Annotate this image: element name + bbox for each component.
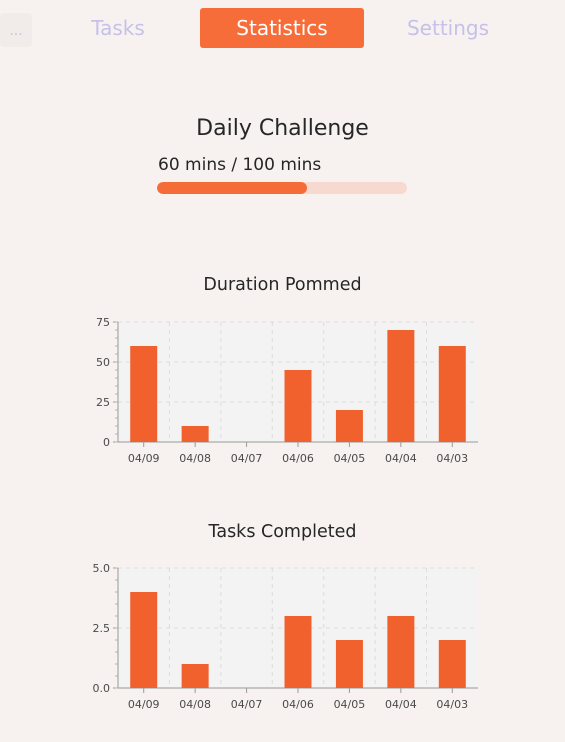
tab-tasks[interactable]: Tasks — [91, 16, 145, 40]
duration-chart-bar — [335, 410, 363, 442]
tasks-chart-x-tick-label: 04/05 — [334, 698, 366, 711]
duration-chart-y-tick-label: 25 — [96, 396, 110, 409]
duration-chart-x-tick-label: 04/04 — [385, 452, 417, 465]
menu-button[interactable]: ... — [0, 13, 32, 47]
tasks-chart-bar — [387, 616, 415, 688]
duration-chart-x-tick-label: 04/06 — [282, 452, 314, 465]
duration-chart-x-tick-label: 04/07 — [231, 452, 263, 465]
daily-challenge-title: Daily Challenge — [196, 116, 369, 141]
duration-chart-title: Duration Pommed — [203, 275, 362, 295]
duration-chart-bar — [387, 330, 415, 442]
tasks-chart-y-tick-label: 2.5 — [93, 622, 111, 635]
duration-chart-x-tick-label: 04/08 — [179, 452, 211, 465]
duration-chart-bar — [130, 346, 158, 442]
tasks-completed-chart: 0.0 2.5 5.0 04/09 04/08 04/07 04/06 04/05 04/04 0… — [93, 562, 478, 711]
tasks-chart-x-tick-label: 04/06 — [282, 698, 314, 711]
tasks-chart-bar — [438, 640, 466, 688]
tasks-chart-x-tick-label: 04/04 — [385, 698, 417, 711]
progress-bar-fill — [157, 182, 307, 194]
duration-chart-bar — [438, 346, 466, 442]
tab-statistics[interactable]: Statistics — [200, 8, 364, 48]
duration-pommed-chart: 0 25 50 75 04/09 04/08 04/07 04/06 04/05 04/04 04/… — [96, 316, 478, 465]
duration-chart-bar — [284, 370, 312, 442]
duration-chart-bar — [181, 426, 209, 442]
tasks-chart-x-tick-label: 04/09 — [128, 698, 160, 711]
tasks-chart-x-tick-label: 04/08 — [179, 698, 211, 711]
daily-challenge-progress-bar — [157, 182, 407, 194]
tasks-chart-bar — [335, 640, 363, 688]
tab-settings[interactable]: Settings — [406, 16, 490, 40]
tasks-chart-bar — [284, 616, 312, 688]
duration-chart-y-tick-label: 0 — [103, 436, 110, 449]
tasks-chart-y-tick-label: 0.0 — [93, 682, 111, 695]
tasks-chart-bar — [181, 664, 209, 688]
tasks-chart-x-tick-label: 04/03 — [436, 698, 468, 711]
duration-chart-y-tick-label: 50 — [96, 356, 110, 369]
duration-chart-x-tick-label: 04/05 — [334, 452, 366, 465]
daily-challenge-progress-text: 60 mins / 100 mins — [158, 155, 322, 175]
duration-chart-x-tick-label: 04/09 — [128, 452, 160, 465]
duration-chart-y-tick-label: 75 — [96, 316, 110, 329]
tasks-chart-title: Tasks Completed — [208, 522, 357, 542]
tasks-chart-y-tick-label: 5.0 — [93, 562, 111, 575]
tasks-chart-x-tick-label: 04/07 — [231, 698, 263, 711]
tasks-chart-bar — [130, 592, 158, 688]
duration-chart-x-tick-label: 04/03 — [436, 452, 468, 465]
